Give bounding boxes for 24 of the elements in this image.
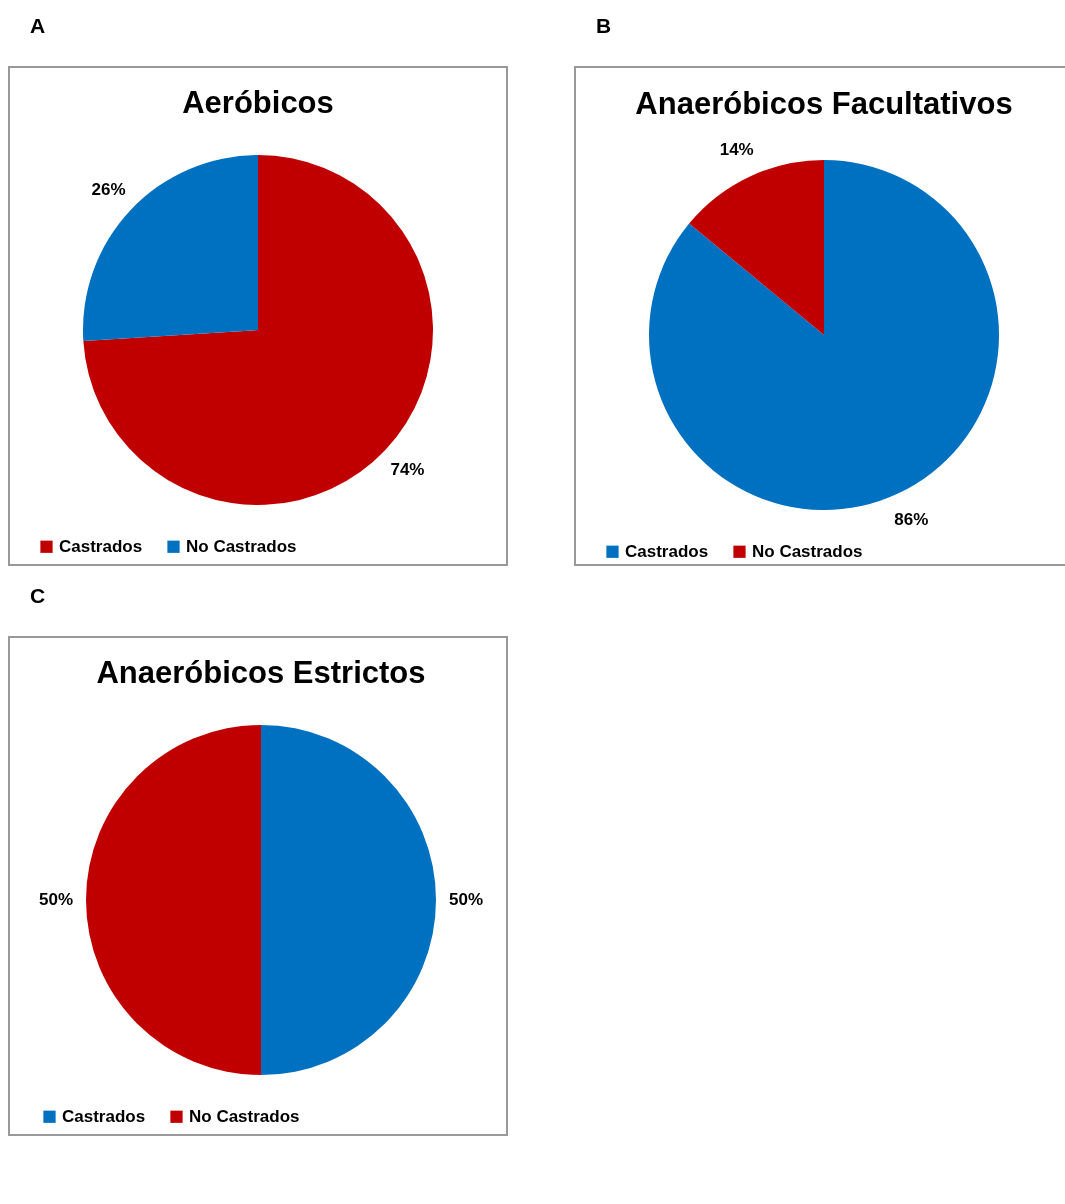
text: C xyxy=(29,583,47,609)
pie-slice xyxy=(649,160,999,510)
legend-label: Castrados xyxy=(625,541,709,561)
data-label: 74% xyxy=(390,460,425,480)
legend-label: No Castrados xyxy=(186,536,297,556)
legend-label: No Castrados xyxy=(189,1106,300,1126)
data-label: 86% xyxy=(894,510,929,530)
text: B xyxy=(595,13,613,39)
data-label: 14% xyxy=(719,139,754,159)
pie-slice xyxy=(261,725,436,1075)
chart-title: Anaeróbicos Estrictos xyxy=(96,655,426,690)
legend-label: No Castrados xyxy=(752,541,863,561)
text: A xyxy=(29,13,47,39)
data-label: 50% xyxy=(448,890,484,909)
pie-slice xyxy=(86,725,261,1075)
legend-label: Castrados xyxy=(62,1106,146,1126)
data-label: 50% xyxy=(38,890,74,909)
legend-label: Castrados xyxy=(59,536,143,556)
pie-slice xyxy=(83,155,258,341)
pie-slice xyxy=(689,160,824,335)
data-label: 26% xyxy=(91,179,126,199)
pie-slice xyxy=(83,155,433,505)
chart-title: Anaeróbicos Facultativos xyxy=(635,85,1013,121)
chart-title: Aeróbicos xyxy=(182,85,334,120)
